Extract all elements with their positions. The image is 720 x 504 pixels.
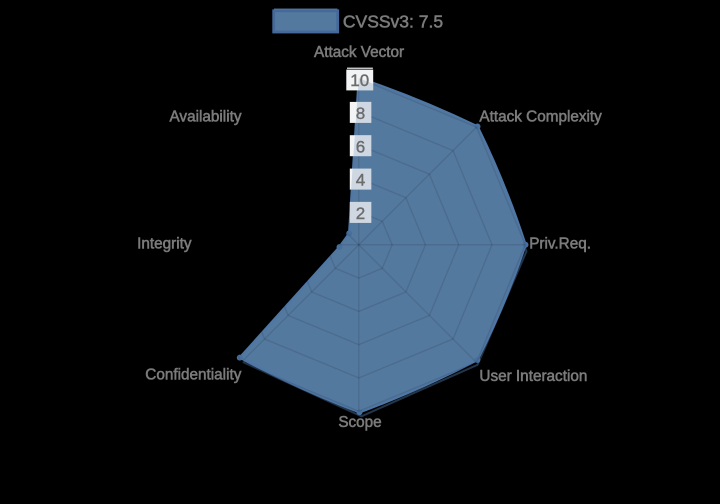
svg-text:10: 10 [350, 71, 369, 90]
svg-text:User Interaction: User Interaction [479, 368, 587, 385]
svg-text:Availability: Availability [170, 109, 242, 126]
svg-text:4: 4 [356, 171, 365, 190]
svg-text:Integrity: Integrity [137, 236, 192, 253]
svg-text:6: 6 [356, 137, 365, 156]
svg-text:CVSSv3: 7.5: CVSSv3: 7.5 [343, 12, 443, 32]
svg-text:2: 2 [356, 204, 365, 223]
svg-text:Scope: Scope [338, 414, 381, 431]
svg-text:Confidentiality: Confidentiality [145, 367, 241, 384]
svg-text:8: 8 [356, 104, 365, 123]
svg-text:Attack Complexity: Attack Complexity [479, 109, 602, 126]
svg-text:Priv.Req.: Priv.Req. [529, 235, 591, 252]
svg-text:Attack Vector: Attack Vector [314, 44, 404, 61]
